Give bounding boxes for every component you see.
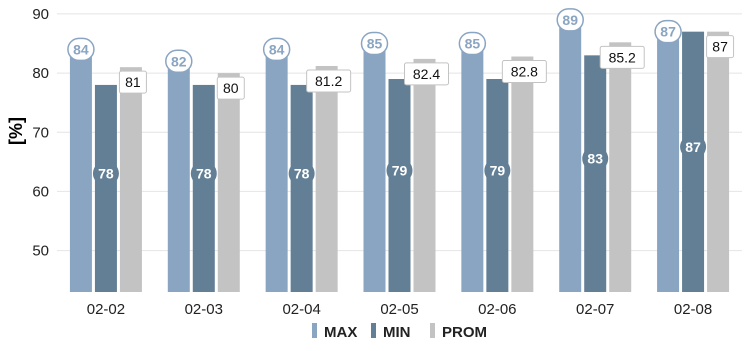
bar-max xyxy=(69,49,92,292)
bar-min xyxy=(486,79,509,292)
legend: MAX MIN PROM xyxy=(312,323,487,341)
data-labels: 84 78 81 82 78 80 84 78 81.2 85 79 82.4 85 79 82.8 89 83… xyxy=(67,8,735,186)
data-label-bg xyxy=(680,134,707,159)
bar-prom xyxy=(217,73,240,292)
x-tick-label: 02-06 xyxy=(478,301,516,318)
data-label-bg xyxy=(92,161,119,186)
data-label-min: 87 xyxy=(685,139,701,155)
bar-prom xyxy=(511,56,534,293)
data-label-min: 78 xyxy=(294,165,310,181)
legend-label-min: MIN xyxy=(383,324,411,341)
data-label-max: 82 xyxy=(171,53,187,69)
data-label-bg xyxy=(216,76,245,100)
bar-min xyxy=(584,55,607,293)
bar-max xyxy=(167,61,190,292)
data-label-bg xyxy=(404,62,449,86)
data-label-min: 78 xyxy=(98,165,114,181)
data-label-bg xyxy=(484,158,511,183)
bar-max xyxy=(559,19,582,292)
legend-swatch-min xyxy=(371,323,376,338)
bar-max xyxy=(265,49,288,292)
y-tick-label: 50 xyxy=(32,243,49,260)
bar-min xyxy=(388,79,411,292)
y-tick-label: 80 xyxy=(32,65,49,82)
x-tick-label: 02-07 xyxy=(576,301,614,318)
data-label-prom: 85.2 xyxy=(609,49,636,65)
data-label-bg xyxy=(654,19,682,44)
x-tick-label: 02-02 xyxy=(87,301,125,318)
y-axis-title: [%] xyxy=(6,117,26,145)
bar-prom xyxy=(609,42,632,292)
y-tick-label: 90 xyxy=(32,6,49,23)
data-label-prom: 82.4 xyxy=(413,66,440,82)
data-label-bg xyxy=(165,49,193,73)
bar-prom xyxy=(119,67,142,293)
data-label-bg xyxy=(386,158,413,183)
bar-max xyxy=(657,31,680,293)
x-axis: 02-02 02-03 02-04 02-05 02-06 02-07 02-08 xyxy=(87,301,713,318)
data-label-prom: 82.8 xyxy=(511,64,538,80)
x-tick-label: 02-05 xyxy=(380,301,418,318)
data-label-max: 85 xyxy=(367,36,383,52)
bar-min xyxy=(682,31,705,293)
legend-label-prom: PROM xyxy=(442,324,487,341)
legend-label-max: MAX xyxy=(324,324,357,341)
bar-prom xyxy=(315,65,338,292)
data-label-min: 79 xyxy=(490,163,506,179)
bar-max xyxy=(363,43,386,292)
y-tick-label: 60 xyxy=(32,183,49,200)
data-label-bg xyxy=(501,60,547,84)
data-label-prom: 81.2 xyxy=(315,73,342,89)
bar-prom xyxy=(707,31,730,293)
data-label-bg xyxy=(67,37,95,62)
y-axis: 50 60 70 80 90 xyxy=(32,6,49,260)
data-label-prom: 80 xyxy=(223,80,239,96)
data-label-bg xyxy=(288,161,315,186)
data-label-max: 89 xyxy=(562,12,578,28)
bar-prom xyxy=(413,58,436,293)
data-label-max: 84 xyxy=(269,41,285,57)
data-label-bg xyxy=(118,70,147,94)
legend-swatch-max xyxy=(312,323,317,338)
data-label-prom: 81 xyxy=(125,74,141,90)
data-label-bg xyxy=(556,8,584,32)
data-label-max: 87 xyxy=(660,24,676,40)
data-label-bg xyxy=(458,31,487,56)
data-label-max: 84 xyxy=(73,41,89,57)
data-label-min: 83 xyxy=(587,151,603,167)
y-tick-label: 70 xyxy=(32,124,49,141)
data-label-max: 85 xyxy=(465,36,481,52)
data-label-prom: 87 xyxy=(712,39,728,55)
data-label-bg xyxy=(706,35,735,59)
bar-max xyxy=(461,43,484,292)
legend-swatch-prom xyxy=(430,323,435,338)
x-tick-label: 02-03 xyxy=(185,301,223,318)
data-label-min: 78 xyxy=(196,165,212,181)
data-label-bg xyxy=(582,146,609,171)
data-label-bg xyxy=(360,31,389,56)
bar-min xyxy=(290,84,313,293)
data-label-bg xyxy=(306,69,352,93)
data-label-bg xyxy=(262,37,291,62)
bar-min xyxy=(94,84,117,293)
x-tick-label: 02-04 xyxy=(282,301,320,318)
data-label-bg xyxy=(599,45,645,69)
data-label-bg xyxy=(190,161,217,186)
data-label-min: 79 xyxy=(392,163,408,179)
bar-min xyxy=(192,84,215,293)
bars xyxy=(69,19,730,293)
x-tick-label: 02-08 xyxy=(674,301,712,318)
